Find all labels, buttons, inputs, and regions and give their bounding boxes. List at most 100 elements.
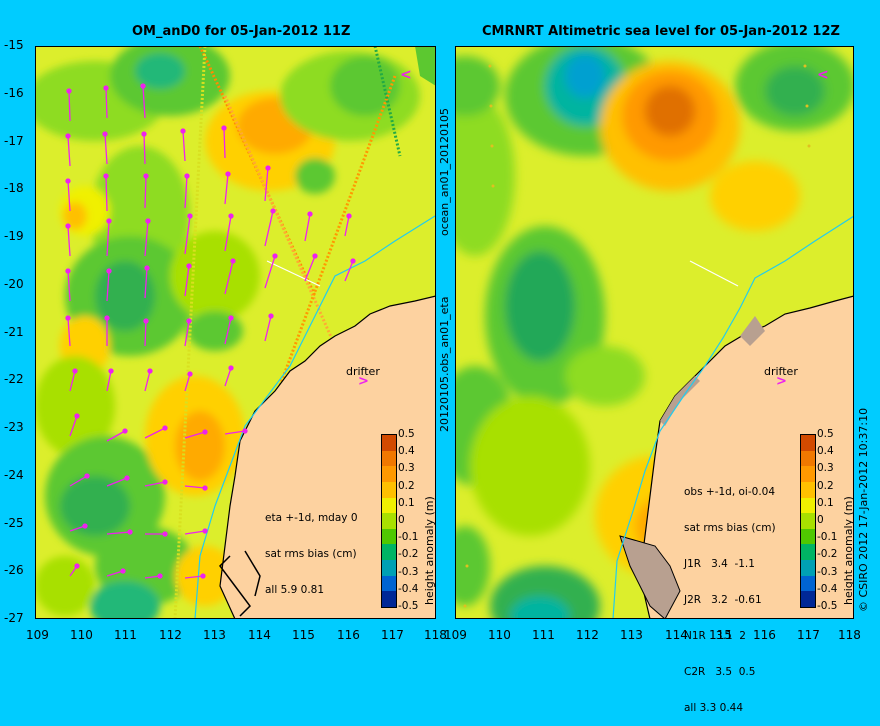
current-vector bbox=[144, 427, 166, 439]
current-vector bbox=[67, 270, 71, 302]
colorbar-tick: 0.5 bbox=[817, 428, 834, 440]
current-vector bbox=[184, 575, 204, 579]
vector-head bbox=[102, 131, 108, 137]
annotation-line: all 3.3 0.44 bbox=[684, 702, 744, 714]
right-annotation: obs +-1d, oi-0.04 sat rms bias (cm) J1R … bbox=[684, 462, 776, 726]
current-vector bbox=[106, 370, 112, 392]
x-tick: 113 bbox=[203, 628, 226, 642]
colorbar-tick: 0 bbox=[398, 514, 405, 526]
current-vector bbox=[304, 255, 316, 282]
x-tick: 111 bbox=[532, 628, 555, 642]
colorbar-tick: 0.1 bbox=[817, 496, 834, 509]
y-tick: -21 bbox=[4, 324, 24, 339]
current-vector bbox=[144, 220, 149, 257]
colorbar-segment bbox=[382, 528, 396, 545]
height-anomaly-field bbox=[455, 46, 854, 619]
x-tick: 118 bbox=[424, 628, 447, 642]
colorbar-tick: -0.1 bbox=[817, 531, 838, 544]
vector-head bbox=[184, 173, 190, 179]
current-vector bbox=[105, 87, 108, 119]
vector-head bbox=[103, 85, 109, 91]
colorbar-tick: 0 bbox=[817, 514, 824, 526]
right-map-frame bbox=[455, 46, 854, 619]
vector-head bbox=[144, 265, 150, 271]
copyright-label: © CSIRO 2012 17-Jan-2012 10:37:10 bbox=[857, 407, 870, 612]
colorbar-tick: 0.3 bbox=[398, 462, 415, 475]
current-vector bbox=[67, 135, 71, 167]
vector-head bbox=[65, 178, 71, 184]
colorbar-tick: 0.2 bbox=[398, 479, 415, 492]
x-tick: 110 bbox=[488, 628, 511, 642]
current-vector bbox=[224, 215, 232, 252]
vector-head bbox=[202, 429, 208, 435]
colorbar-tick: -0.2 bbox=[817, 548, 838, 561]
vector-head bbox=[200, 573, 206, 579]
x-tick: 117 bbox=[797, 628, 820, 642]
x-tick: 109 bbox=[26, 628, 49, 642]
y-tick: -24 bbox=[4, 467, 24, 482]
current-vector bbox=[69, 370, 76, 392]
vector-head bbox=[124, 475, 130, 481]
vector-head bbox=[162, 531, 168, 537]
right-drifter-label: drifter bbox=[764, 365, 798, 378]
right-drifter-arrow-icon: > bbox=[776, 374, 787, 389]
vector-head bbox=[143, 173, 149, 179]
left-map-panel: < bbox=[35, 46, 436, 619]
current-vector bbox=[304, 213, 311, 242]
annotation-line: all 5.9 0.81 bbox=[265, 584, 325, 596]
right-map-panel: < bbox=[455, 46, 854, 619]
current-vector bbox=[264, 315, 272, 342]
vector-head bbox=[187, 371, 193, 377]
satellite-tracks bbox=[173, 46, 402, 619]
colorbar-tick: 0.5 bbox=[398, 428, 415, 440]
current-vector bbox=[106, 270, 110, 302]
current-vector bbox=[67, 180, 71, 212]
colorbar-segment bbox=[801, 497, 815, 514]
vector-head bbox=[162, 425, 168, 431]
colorbar-segment bbox=[382, 481, 396, 499]
section-line bbox=[689, 260, 739, 287]
x-tick: 116 bbox=[753, 628, 776, 642]
vector-head bbox=[202, 485, 208, 491]
vector-head bbox=[307, 211, 313, 217]
y-tick: -27 bbox=[4, 611, 24, 625]
vector-head bbox=[65, 133, 71, 139]
x-tick: 115 bbox=[709, 628, 732, 642]
y-tick: -25 bbox=[4, 515, 24, 530]
colorbar-segment bbox=[382, 560, 396, 577]
vector-head bbox=[228, 315, 234, 321]
vector-head bbox=[350, 258, 356, 264]
x-tick: 116 bbox=[337, 628, 360, 642]
right-panel-title: CMRNRT Altimetric sea level for 05-Jan-2… bbox=[482, 24, 840, 39]
colorbar-segment bbox=[801, 450, 815, 467]
y-tick: -16 bbox=[4, 85, 24, 100]
current-vector bbox=[224, 430, 246, 435]
annotation-line: J1R 3.4 -1.1 bbox=[684, 558, 755, 570]
current-vectors bbox=[65, 83, 356, 579]
current-vector bbox=[144, 320, 147, 347]
vector-head bbox=[268, 313, 274, 319]
vector-head bbox=[66, 88, 72, 94]
colorbar-segment bbox=[801, 513, 815, 530]
colorbar-segment bbox=[382, 497, 396, 514]
x-tick: 111 bbox=[114, 628, 137, 642]
satellite-track bbox=[373, 46, 402, 157]
vector-head bbox=[265, 165, 271, 171]
current-vector bbox=[184, 265, 190, 297]
vector-head bbox=[106, 218, 112, 224]
current-vector bbox=[224, 260, 234, 295]
vector-head bbox=[82, 523, 88, 529]
colorbar-segment bbox=[382, 575, 396, 592]
current-vector bbox=[106, 430, 126, 442]
colorbar-tick: 0.1 bbox=[398, 496, 415, 509]
middle-bottom-label: 20120105.obs_an01_eta bbox=[438, 296, 451, 432]
colorbar-tick: -0.5 bbox=[817, 600, 838, 612]
current-vector bbox=[184, 431, 206, 439]
vector-head bbox=[242, 428, 248, 434]
current-vector bbox=[105, 175, 108, 212]
vector-head bbox=[65, 268, 71, 274]
annotation-line: C2R 3.5 0.5 bbox=[684, 666, 756, 678]
y-tick: -23 bbox=[4, 420, 24, 434]
bathymetry-contour bbox=[612, 215, 854, 619]
x-tick: 114 bbox=[665, 628, 688, 642]
